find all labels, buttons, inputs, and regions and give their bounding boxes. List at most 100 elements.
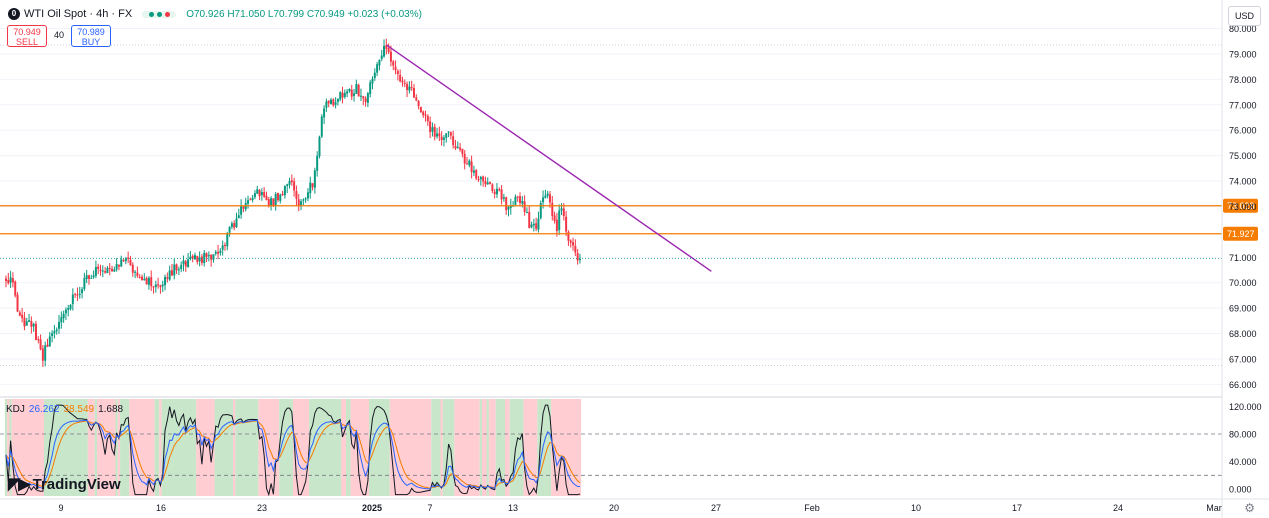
kdj-d-line — [5, 420, 581, 489]
candle-body — [129, 259, 132, 266]
candle-body — [304, 198, 307, 200]
candle-body — [440, 136, 443, 141]
candle-body — [177, 269, 180, 271]
candle-body — [81, 289, 84, 294]
symbol-title[interactable]: WTI Oil Spot · 4h · FX — [24, 8, 133, 20]
candle-body — [83, 278, 86, 289]
candle-body — [489, 182, 492, 185]
candle-body — [535, 223, 538, 229]
candle-body — [67, 308, 70, 311]
candle-body — [140, 276, 143, 281]
candle-body — [198, 257, 201, 262]
candle-body — [537, 218, 540, 230]
candle-body — [235, 218, 238, 228]
candle-body — [106, 267, 109, 273]
time-tick-label: Feb — [804, 503, 820, 513]
sell-label: SELL — [15, 37, 39, 47]
candle-body — [267, 199, 270, 207]
price-tick-label: 76.000 — [1229, 126, 1257, 136]
grid-lines — [0, 28, 1222, 385]
candle-body — [376, 64, 379, 73]
candle-body — [247, 200, 250, 204]
candle-body — [74, 294, 77, 296]
candle-body — [30, 320, 33, 327]
candle-body — [194, 255, 197, 260]
tradingview-mark-icon: ◤▶ — [8, 476, 31, 493]
candle-body — [51, 333, 54, 337]
candle-body — [574, 245, 577, 253]
kdj-k-value: 26.262 — [28, 404, 60, 415]
time-tick-label: 17 — [1012, 503, 1022, 513]
buy-button[interactable]: 70.989 BUY — [71, 25, 111, 47]
candle-body — [493, 191, 496, 194]
sell-button[interactable]: 70.949 SELL — [7, 25, 47, 47]
candle-body — [7, 279, 10, 284]
candle-body — [551, 202, 554, 216]
candle-body — [28, 320, 31, 322]
status-dot-icon — [164, 11, 170, 17]
candle-body — [92, 275, 95, 278]
candle-body — [180, 264, 183, 269]
candle-body — [495, 188, 498, 195]
candle-body — [341, 92, 344, 98]
spread-value: 40 — [54, 30, 65, 40]
candle-body — [463, 153, 466, 164]
candle-body — [293, 181, 296, 191]
price-tick-label: 70.000 — [1229, 278, 1257, 288]
symbol-header: 0 WTI Oil Spot · 4h · FX O70.926 H71.050… — [8, 6, 422, 22]
currency-selector[interactable]: USD — [1227, 6, 1261, 26]
kdj-band — [196, 399, 215, 496]
candle-body — [44, 345, 47, 361]
candle-body — [258, 189, 261, 197]
candle-body — [48, 336, 51, 347]
candle-body — [71, 294, 74, 305]
kdj-band — [129, 399, 155, 496]
candle-body — [265, 195, 268, 201]
candle-body — [152, 286, 155, 288]
price-tick-label: 69.000 — [1229, 304, 1257, 314]
candle-body — [364, 98, 367, 102]
candle-body — [34, 323, 37, 340]
candle-body — [182, 260, 185, 265]
kdj-tick-label: 80.000 — [1229, 430, 1257, 440]
candle-body — [90, 277, 93, 279]
time-tick-label: 13 — [508, 503, 518, 513]
candle-body — [532, 223, 535, 226]
candle-body — [436, 133, 439, 137]
candle-body — [221, 245, 224, 250]
kdj-band — [154, 399, 160, 496]
gear-icon[interactable]: ⚙ — [1244, 501, 1255, 515]
candle-body — [37, 339, 40, 341]
candle-body — [332, 99, 335, 106]
level-label-bg — [1223, 226, 1258, 241]
candle-body — [468, 160, 471, 166]
price-tick-label: 77.000 — [1229, 100, 1257, 110]
candle-body — [205, 253, 208, 257]
kdj-band — [235, 399, 259, 496]
candle-body — [223, 245, 226, 247]
candle-body — [164, 276, 167, 286]
candle-body — [21, 314, 24, 319]
kdj-band — [479, 399, 482, 496]
candle-body — [111, 268, 114, 272]
price-tick-label: 73.000 — [1229, 202, 1257, 212]
kdj-band — [309, 399, 342, 496]
candle-body — [523, 201, 526, 212]
kdj-band — [120, 399, 130, 496]
candle-body — [11, 278, 14, 283]
kdj-legend[interactable]: KDJ 26.262 38.549 1.688 — [6, 404, 127, 415]
candle-body — [578, 258, 581, 260]
kdj-band — [233, 399, 236, 496]
market-status-dots[interactable] — [142, 10, 177, 18]
candle-body — [431, 127, 434, 132]
candle-body — [187, 259, 190, 268]
level-label-text: 73.028 — [1227, 201, 1255, 211]
kdj-band — [7, 399, 10, 496]
candle-body — [69, 304, 72, 309]
candle-body — [449, 132, 452, 136]
kdj-band — [369, 399, 390, 496]
candle-body — [389, 51, 392, 62]
candle-body — [417, 100, 420, 107]
kdj-j-value: 1.688 — [98, 404, 124, 415]
